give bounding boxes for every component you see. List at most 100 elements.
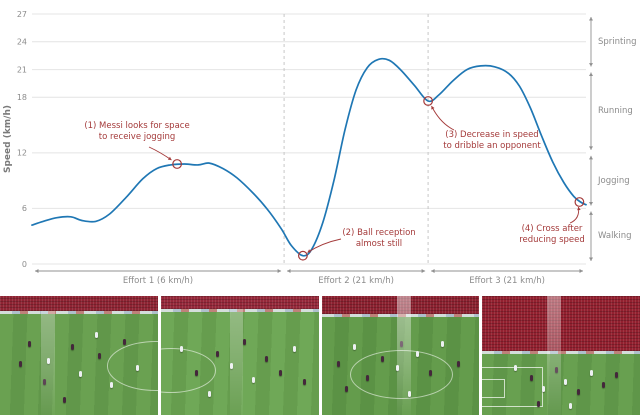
arrowhead (287, 269, 291, 273)
player-dot (230, 362, 234, 369)
y-tick-label: 21 (17, 65, 27, 74)
event-marker-circle (423, 96, 434, 106)
arrowhead (167, 156, 172, 160)
speed-chart: 0 6 12 18 21 24 27 Effort 1 (6 km/h) Effort 2 (2… (3, 10, 637, 286)
annotation-text: to dribble an opponent (443, 141, 541, 151)
speed-curve (31, 57, 587, 257)
y-tick-label: 0 (22, 260, 27, 269)
player-dot (215, 350, 219, 357)
zone-label-sprinting: Sprinting (598, 37, 637, 47)
player-dot (614, 372, 618, 379)
player-dot (252, 376, 256, 383)
player-dot (279, 369, 283, 376)
arrowhead (307, 249, 312, 253)
player-dot (400, 341, 404, 348)
pitch-center-circle (107, 341, 158, 391)
player-dot (94, 331, 98, 338)
match-frame-2 (160, 296, 319, 415)
player-dot (602, 381, 606, 388)
annotation-arrow (569, 206, 580, 224)
match-frame-1 (0, 296, 158, 415)
event-marker-circle (298, 250, 308, 261)
arrowhead (431, 269, 435, 273)
player-dot (408, 391, 412, 398)
zone-label-running: Running (598, 106, 633, 116)
stadium-stands (482, 296, 640, 351)
effort-spans: Effort 1 (6 km/h) Effort 2 (21 km/h) Effor… (35, 269, 583, 286)
y-tick-label: 24 (17, 38, 27, 47)
stadium-stands (321, 296, 480, 314)
player-dot (179, 345, 183, 352)
annotation-arrow (431, 105, 455, 131)
stadium-stands (160, 296, 319, 310)
zone-label-walking: Walking (598, 231, 632, 241)
player-dot (513, 365, 517, 372)
ad-board-strip (321, 313, 480, 317)
player-dot (345, 386, 349, 393)
player-dot (569, 403, 572, 410)
player-dot (28, 341, 32, 348)
arrowhead (589, 155, 593, 160)
player-dot (78, 370, 82, 377)
y-tick-label: 12 (17, 149, 27, 158)
match-frame-4 (482, 296, 640, 415)
player-dot (529, 374, 533, 381)
arrowhead (589, 202, 593, 206)
arrowhead (589, 17, 593, 21)
player-dot (70, 343, 74, 350)
player-highlight-beam (546, 296, 562, 415)
player-dot (110, 381, 114, 388)
event-marker-circle (574, 197, 585, 207)
player-dot (337, 361, 341, 368)
player-dot (576, 388, 580, 395)
annotation-text: (2) Ball reception (342, 228, 415, 238)
arrowhead (589, 72, 593, 76)
stadium-stands (0, 296, 158, 312)
speed-zone-arrows (589, 17, 593, 261)
effort-label: Effort 3 (21 km/h) (469, 276, 545, 286)
zone-label-jogging: Jogging (598, 176, 630, 186)
arrowhead (589, 146, 593, 150)
player-dot (208, 391, 212, 398)
player-highlight-beam (41, 311, 56, 415)
player-dot (395, 365, 399, 372)
player-dot (18, 361, 22, 368)
player-dot (537, 400, 541, 407)
match-frame-3 (321, 296, 480, 415)
player-dot (365, 374, 369, 381)
player-dot (353, 343, 357, 350)
arrowhead (589, 257, 593, 261)
player-dot (381, 355, 385, 362)
player-dot (564, 379, 568, 386)
gridlines: 0 6 12 18 21 24 27 (17, 10, 586, 269)
speed-chart-svg: 0 6 12 18 21 24 27 Effort 1 (6 km/h) Effort 2 (2… (17, 10, 593, 286)
y-tick-label: 27 (17, 10, 27, 19)
player-dot (441, 341, 445, 348)
y-axis-title: Speed (km/h) (3, 105, 13, 173)
ad-board-strip (482, 350, 640, 354)
player-dot (542, 386, 546, 393)
annotation-text: (4) Cross after (522, 224, 583, 234)
goal-area (482, 379, 506, 398)
player-dot (554, 367, 558, 374)
player-dot (302, 379, 306, 386)
arrowhead (277, 269, 282, 273)
player-dot (457, 361, 461, 368)
player-dot (428, 369, 432, 376)
arrowhead (589, 211, 593, 215)
arrowhead (431, 106, 435, 110)
match-frames-gallery (0, 296, 640, 415)
player-dot (42, 379, 46, 386)
ad-board-strip (160, 309, 319, 313)
player-dot (589, 369, 593, 376)
annotation-text: (3) Decrease in speed (445, 130, 538, 140)
arrowhead (35, 269, 39, 273)
pitch-center-circle (160, 348, 217, 394)
effort-label: Effort 1 (6 km/h) (123, 276, 193, 286)
player-highlight-beam (230, 309, 243, 415)
event-marker-circle (172, 159, 183, 169)
y-tick-label: 6 (22, 204, 27, 213)
pitch-center-circle (349, 349, 453, 400)
